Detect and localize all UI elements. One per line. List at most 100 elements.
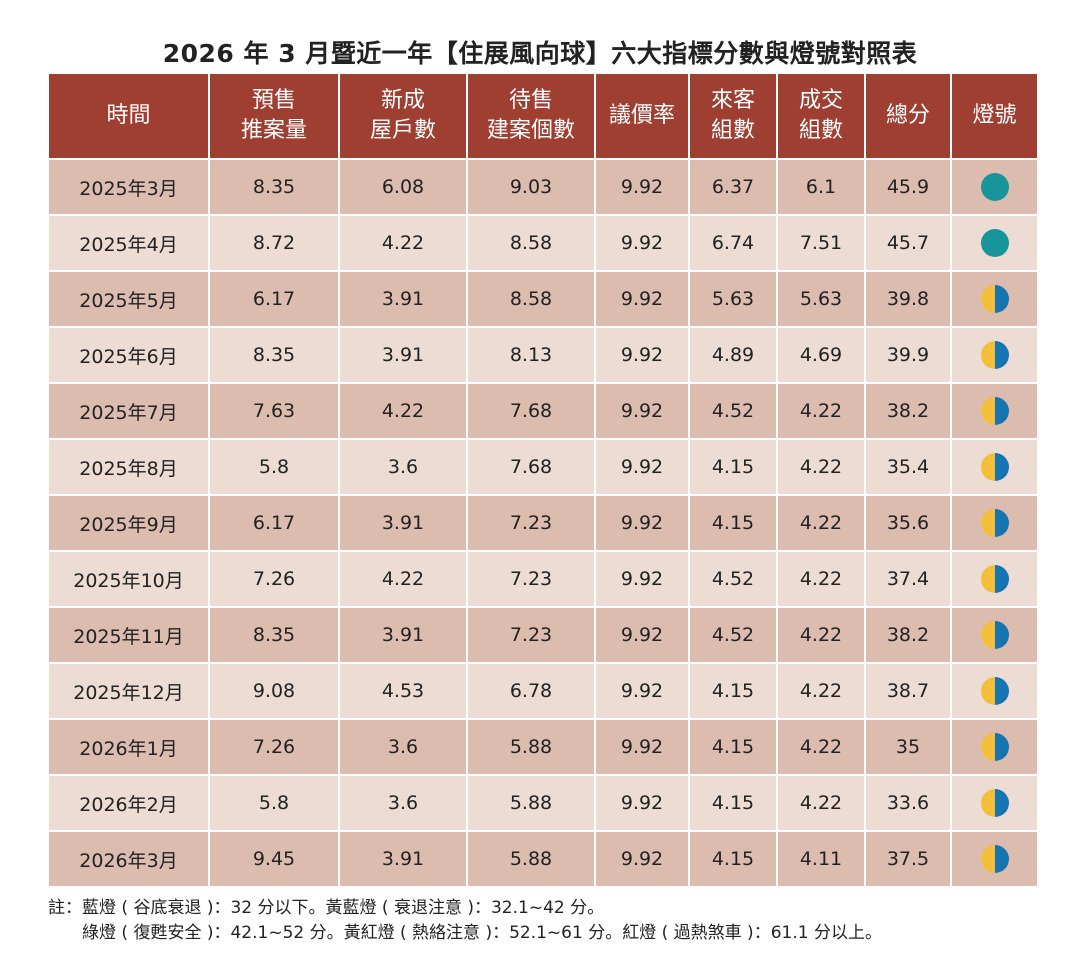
column-header: 預售 推案量 (208, 72, 340, 160)
cell-lamp (950, 438, 1039, 496)
cell-value: 9.92 (594, 158, 690, 216)
cell-value: 9.92 (594, 382, 690, 440)
cell-value: 9.92 (594, 830, 690, 888)
column-header-line: 組數 (798, 118, 843, 143)
cell-value: 35.6 (864, 494, 952, 552)
cell-value: 37.4 (864, 550, 952, 608)
cell-value: 33.6 (864, 774, 952, 832)
cell-value: 7.68 (466, 438, 596, 496)
indicator-table: 時間 預售 推案量 新成 屋戶數 待售 建案個數 議價率 來客 組數 成交 組數 總分 燈號 2025年3… (47, 72, 1039, 888)
column-header-line: 組數 (710, 118, 755, 143)
cell-value: 8.13 (466, 326, 596, 384)
yellow-blue-lamp-icon (980, 453, 1009, 481)
cell-value: 7.26 (208, 718, 340, 776)
column-header-line: 建案個數 (486, 118, 575, 143)
cell-value: 4.22 (338, 214, 468, 272)
cell-time: 2026年1月 (47, 718, 210, 776)
table-row: 2026年3月 9.45 3.91 5.88 9.92 4.15 4.11 37.5 (47, 830, 1039, 888)
header-row: 時間 預售 推案量 新成 屋戶數 待售 建案個數 議價率 來客 組數 成交 組數 總分 燈號 (47, 72, 1039, 160)
yellow-blue-lamp-icon (980, 341, 1009, 369)
cell-value: 37.5 (864, 830, 952, 888)
cell-value: 3.6 (338, 718, 468, 776)
cell-value: 9.92 (594, 270, 690, 328)
cell-value: 38.7 (864, 662, 952, 720)
yellow-blue-lamp-icon (980, 789, 1009, 817)
cell-value: 4.22 (776, 662, 866, 720)
column-header: 燈號 (950, 72, 1039, 160)
cell-lamp (950, 550, 1039, 608)
cell-value: 4.69 (776, 326, 866, 384)
cell-value: 4.11 (776, 830, 866, 888)
cell-value: 4.22 (776, 550, 866, 608)
cell-value: 5.88 (466, 830, 596, 888)
yellow-blue-lamp-icon (980, 285, 1009, 313)
cell-value: 4.15 (688, 774, 778, 832)
cell-lamp (950, 494, 1039, 552)
cell-value: 4.52 (688, 550, 778, 608)
blue-lamp-icon (980, 173, 1009, 201)
cell-value: 39.9 (864, 326, 952, 384)
cell-lamp (950, 718, 1039, 776)
cell-value: 6.1 (776, 158, 866, 216)
table-row: 2025年11月 8.35 3.91 7.23 9.92 4.52 4.22 38.2 (47, 606, 1039, 664)
cell-value: 4.22 (338, 382, 468, 440)
cell-value: 7.63 (208, 382, 340, 440)
cell-value: 9.92 (594, 718, 690, 776)
cell-value: 7.23 (466, 494, 596, 552)
column-header-line: 屋戶數 (369, 118, 436, 143)
cell-value: 39.8 (864, 270, 952, 328)
cell-value: 3.6 (338, 438, 468, 496)
cell-lamp (950, 830, 1039, 888)
cell-value: 6.37 (688, 158, 778, 216)
cell-value: 4.15 (688, 718, 778, 776)
cell-lamp (950, 214, 1039, 272)
cell-value: 9.03 (466, 158, 596, 216)
cell-lamp (950, 382, 1039, 440)
table-row: 2025年3月 8.35 6.08 9.03 9.92 6.37 6.1 45.9 (47, 158, 1039, 216)
column-header-line: 時間 (106, 103, 151, 128)
cell-time: 2026年3月 (47, 830, 210, 888)
table-row: 2025年9月 6.17 3.91 7.23 9.92 4.15 4.22 35.6 (47, 494, 1039, 552)
cell-value: 3.91 (338, 326, 468, 384)
cell-value: 7.23 (466, 606, 596, 664)
cell-lamp (950, 326, 1039, 384)
cell-value: 4.22 (776, 774, 866, 832)
cell-value: 4.15 (688, 494, 778, 552)
cell-value: 3.91 (338, 830, 468, 888)
column-header-line: 新成 (380, 88, 425, 113)
cell-value: 6.08 (338, 158, 468, 216)
cell-time: 2025年12月 (47, 662, 210, 720)
column-header-line: 來客 (710, 88, 755, 113)
cell-value: 7.23 (466, 550, 596, 608)
table-row: 2025年12月 9.08 4.53 6.78 9.92 4.15 4.22 38.7 (47, 662, 1039, 720)
cell-value: 35.4 (864, 438, 952, 496)
blue-lamp-icon (980, 229, 1009, 257)
column-header-line: 總分 (885, 103, 930, 128)
cell-value: 4.15 (688, 830, 778, 888)
cell-time: 2025年10月 (47, 550, 210, 608)
table-row: 2025年5月 6.17 3.91 8.58 9.92 5.63 5.63 39.8 (47, 270, 1039, 328)
cell-value: 6.17 (208, 270, 340, 328)
cell-time: 2025年7月 (47, 382, 210, 440)
cell-time: 2025年8月 (47, 438, 210, 496)
table-row: 2025年10月 7.26 4.22 7.23 9.92 4.52 4.22 37.4 (47, 550, 1039, 608)
column-header: 來客 組數 (688, 72, 778, 160)
cell-value: 45.7 (864, 214, 952, 272)
column-header: 議價率 (594, 72, 690, 160)
cell-lamp (950, 662, 1039, 720)
yellow-blue-lamp-icon (980, 733, 1009, 761)
cell-value: 4.22 (776, 606, 866, 664)
cell-value: 4.53 (338, 662, 468, 720)
cell-value: 9.92 (594, 494, 690, 552)
cell-value: 9.92 (594, 326, 690, 384)
table-row: 2025年8月 5.8 3.6 7.68 9.92 4.15 4.22 35.4 (47, 438, 1039, 496)
column-header: 時間 (47, 72, 210, 160)
cell-value: 9.92 (594, 774, 690, 832)
cell-value: 4.15 (688, 438, 778, 496)
footnote-line-1: 註：藍燈 ( 谷底衰退 )：32 分以下。黃藍燈 ( 衰退注意 )：32.1~4… (48, 898, 605, 918)
cell-value: 35 (864, 718, 952, 776)
cell-value: 7.26 (208, 550, 340, 608)
cell-value: 3.91 (338, 270, 468, 328)
cell-value: 8.58 (466, 270, 596, 328)
cell-value: 4.15 (688, 662, 778, 720)
